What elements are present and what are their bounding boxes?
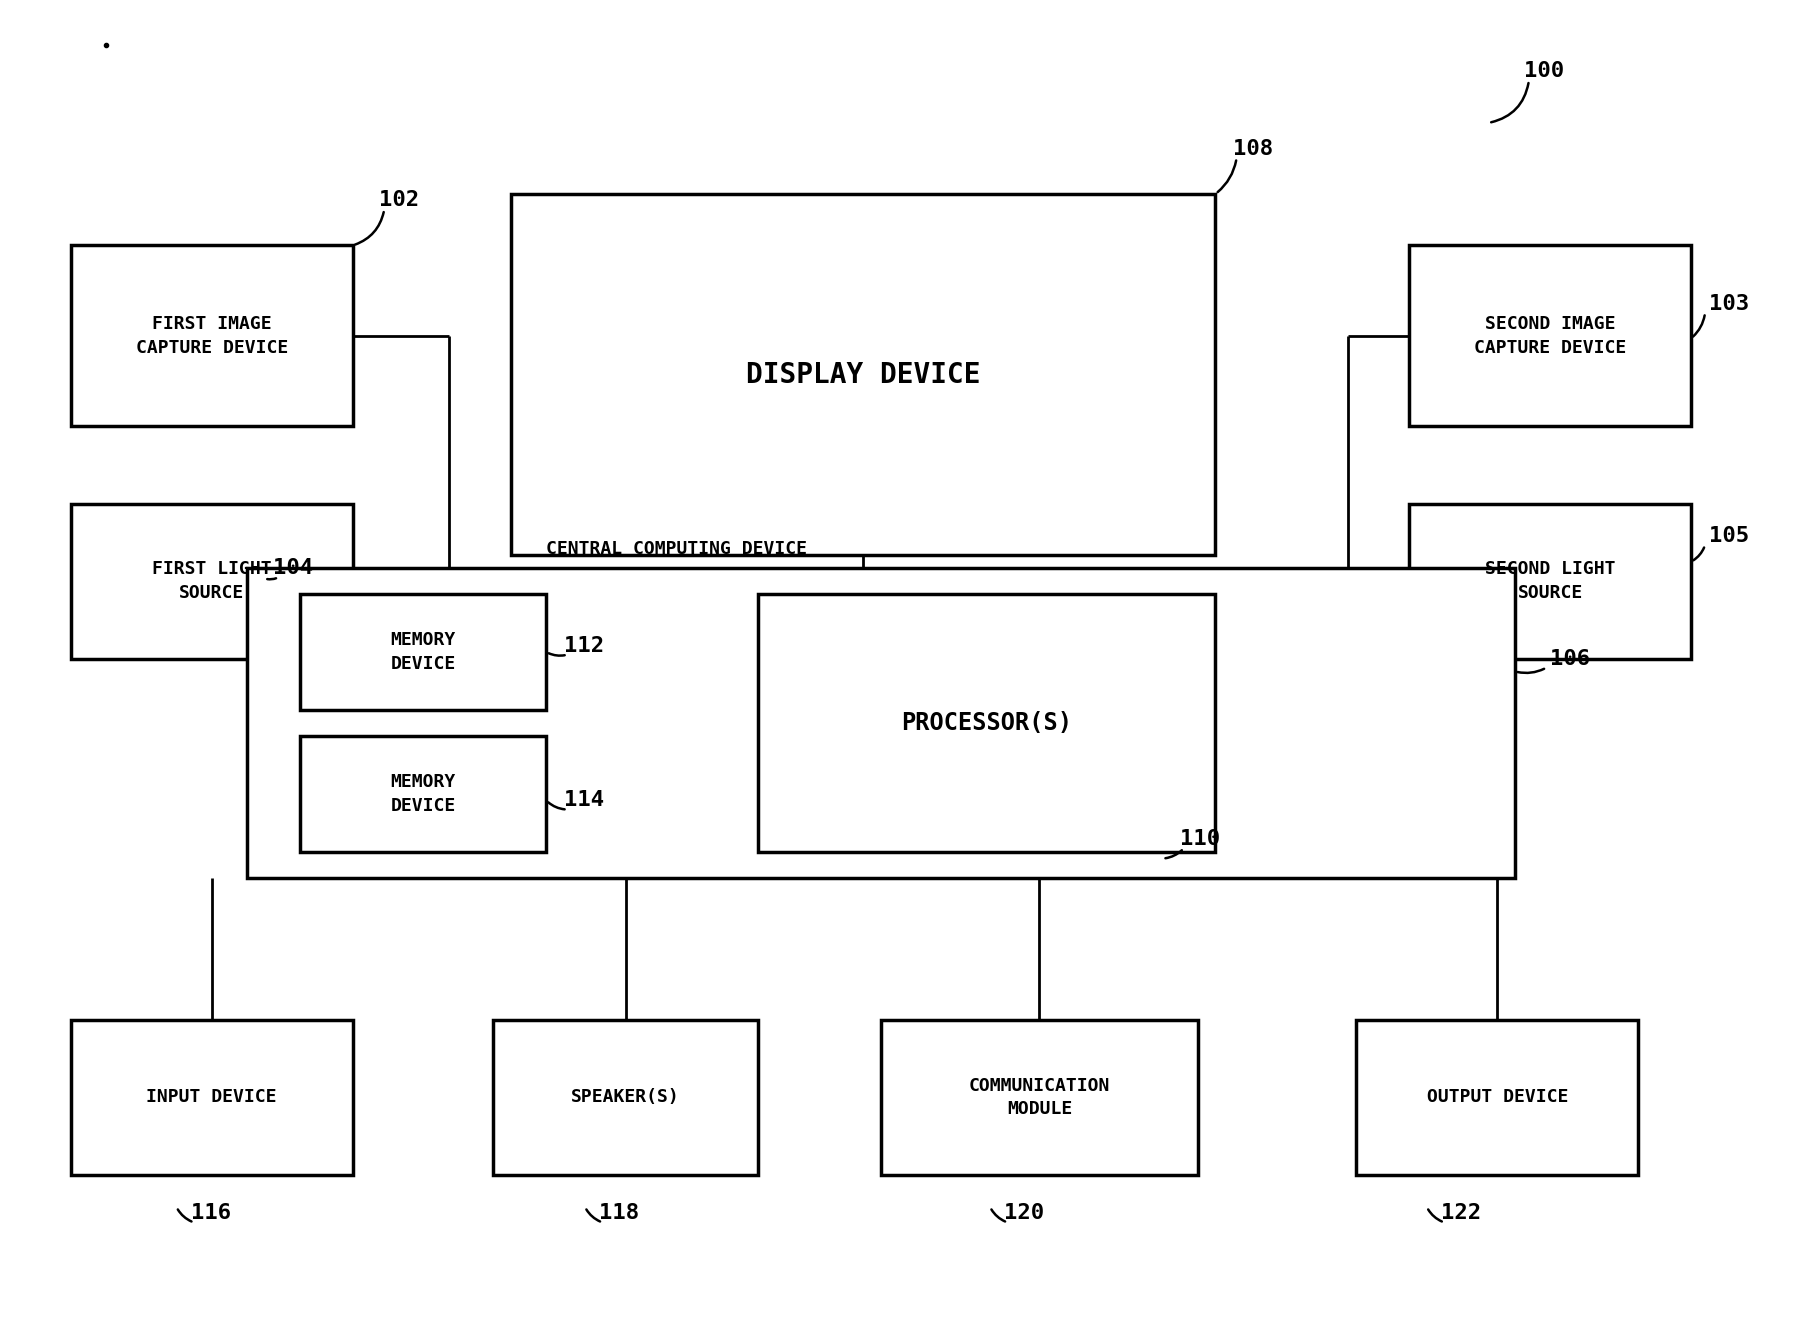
Bar	[1409, 503, 1691, 658]
Text: INPUT DEVICE: INPUT DEVICE	[146, 1088, 277, 1106]
Bar	[300, 594, 546, 710]
Text: MEMORY
DEVICE: MEMORY DEVICE	[390, 631, 456, 673]
Text: 112: 112	[564, 636, 604, 656]
Bar	[494, 1019, 758, 1175]
Bar	[758, 594, 1215, 852]
Bar	[881, 1019, 1199, 1175]
Bar	[246, 568, 1515, 878]
Text: 108: 108	[1233, 138, 1274, 158]
Text: 102: 102	[379, 191, 419, 211]
Text: 114: 114	[564, 790, 604, 810]
Bar	[510, 194, 1215, 556]
Text: 106: 106	[1551, 648, 1590, 669]
Text: 118: 118	[598, 1204, 640, 1223]
Bar	[70, 503, 352, 658]
Text: 120: 120	[1005, 1204, 1044, 1223]
Text: 104: 104	[273, 558, 313, 578]
Text: 110: 110	[1181, 830, 1220, 849]
Bar	[300, 736, 546, 852]
Bar	[1409, 245, 1691, 427]
Text: COMMUNICATION
MODULE: COMMUNICATION MODULE	[969, 1076, 1111, 1118]
Bar	[70, 1019, 352, 1175]
Text: FIRST LIGHT
SOURCE: FIRST LIGHT SOURCE	[153, 560, 271, 602]
Bar	[1357, 1019, 1639, 1175]
Text: CENTRAL COMPUTING DEVICE: CENTRAL COMPUTING DEVICE	[546, 540, 807, 558]
Text: SECOND IMAGE
CAPTURE DEVICE: SECOND IMAGE CAPTURE DEVICE	[1474, 315, 1626, 357]
Text: DISPLAY DEVICE: DISPLAY DEVICE	[746, 361, 981, 389]
Text: 122: 122	[1441, 1204, 1481, 1223]
Text: MEMORY
DEVICE: MEMORY DEVICE	[390, 773, 456, 815]
Text: PROCESSOR(S): PROCESSOR(S)	[900, 711, 1073, 735]
Text: SECOND LIGHT
SOURCE: SECOND LIGHT SOURCE	[1484, 560, 1616, 602]
Text: 105: 105	[1709, 525, 1748, 545]
Bar	[70, 245, 352, 427]
Text: 116: 116	[190, 1204, 230, 1223]
Text: 100: 100	[1524, 62, 1563, 82]
Text: 103: 103	[1709, 294, 1748, 313]
Text: FIRST IMAGE
CAPTURE DEVICE: FIRST IMAGE CAPTURE DEVICE	[135, 315, 288, 357]
Text: SPEAKER(S): SPEAKER(S)	[571, 1088, 679, 1106]
Text: OUTPUT DEVICE: OUTPUT DEVICE	[1427, 1088, 1569, 1106]
